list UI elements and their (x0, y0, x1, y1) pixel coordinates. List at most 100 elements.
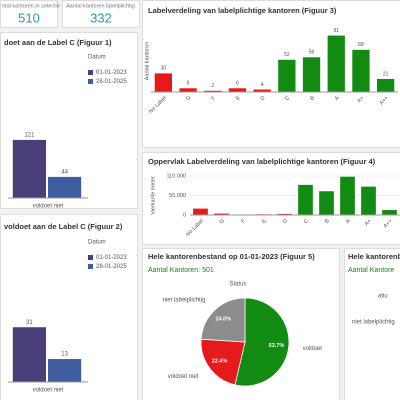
legend-title: Datum (88, 55, 106, 61)
bar (352, 49, 370, 92)
chart-title: Labelverdeling van labelplichtige kantor… (148, 6, 337, 15)
pie-slice (200, 297, 246, 343)
slice-label: voldoet niet (168, 374, 199, 380)
x-tick-label: C (284, 95, 291, 102)
subtitle: Aantal Kantoren: 501 (148, 267, 214, 274)
x-tick-label: F (211, 95, 218, 102)
x-tick-label: E (261, 218, 268, 225)
bar (214, 213, 229, 215)
bar (377, 78, 395, 92)
y-tick-label: 110.000 (167, 173, 186, 179)
y-tick-label: 0 (183, 212, 186, 218)
data-label: 68 (358, 42, 364, 48)
x-tick-label: G (219, 218, 226, 225)
x-tick-label: B (324, 218, 331, 225)
legend-swatch (88, 79, 93, 84)
x-tick-label: E (235, 95, 242, 102)
x-tick-label: G (185, 95, 192, 102)
x-tick-label: A+ (364, 218, 373, 227)
legend-swatch (88, 264, 93, 269)
bar (382, 210, 397, 215)
y-axis-label: Vierkante meter (150, 176, 156, 215)
chart-title: voldoet aan de Label C (Figuur 2) (4, 222, 123, 231)
kpi-label: ntal kantoren in selectie (2, 3, 60, 9)
data-label: 91 (333, 28, 339, 34)
legend-label: 01-01-2023 (96, 70, 127, 76)
bar (48, 359, 82, 382)
panel (344, 248, 400, 400)
bar (302, 57, 321, 92)
legend-label: 28-01-2025 (96, 264, 127, 270)
bar (278, 59, 296, 92)
kpi-card (0, 0, 58, 28)
bar (253, 89, 271, 92)
y-tick-label: 55.000 (169, 193, 186, 199)
data-label: 2 (211, 83, 214, 89)
x-tick-label: voldoet niet (33, 388, 64, 394)
data-label: 21 (383, 71, 389, 77)
x-tick-label: voldoet niet (33, 204, 64, 210)
slice-label: voldoet (303, 346, 323, 352)
x-tick-label: B (309, 95, 316, 102)
panel-title: Hele kantorenbes (348, 252, 400, 261)
pie-slice (234, 297, 290, 387)
bar (154, 73, 172, 92)
kpi-value: 332 (90, 10, 112, 25)
x-tick-label: C (303, 218, 310, 225)
x-tick-label: F (240, 218, 247, 225)
slice-value: 53.7% (269, 343, 285, 349)
bar (179, 88, 197, 92)
x-tick-label: A (334, 95, 341, 102)
bar (277, 213, 292, 215)
data-label: 6 (236, 81, 239, 87)
bar (12, 139, 47, 198)
y-axis-label: Aantal kantoren (144, 42, 150, 81)
x-tick-label: A+ (356, 95, 365, 104)
slice-value: 22.4% (212, 358, 228, 364)
x-tick-label: D (282, 218, 289, 225)
x-tick-label: A (345, 218, 352, 225)
bar (327, 35, 345, 92)
legend-title: altu (378, 294, 388, 300)
bar (12, 327, 47, 382)
chart-title: Oppervlak Labelverdeling van labelplicht… (148, 157, 376, 166)
slice-value: 24.0% (216, 316, 232, 322)
chart-title: doet aan de Label C (Figuur 1) (4, 38, 112, 47)
data-label: 4 (261, 82, 264, 88)
legend-swatch (88, 70, 93, 75)
legend-swatch (88, 255, 93, 260)
legend-label: 01-01-2023 (96, 255, 127, 261)
bar (298, 184, 313, 215)
data-label: 121 (24, 132, 35, 138)
chart-title: Hele kantorenbestand op 01-01-2023 (Figu… (148, 252, 315, 261)
panel (142, 152, 400, 245)
data-label: 52 (284, 52, 290, 58)
x-tick-label: A++ (383, 218, 394, 229)
panel-subtitle: Aantal Kantore (348, 267, 394, 274)
x-tick-label: D (260, 95, 267, 102)
pie-slice (200, 338, 246, 386)
kpi-label: Aantal kantoren labelplichtig (66, 3, 135, 9)
data-label: 30 (161, 66, 167, 72)
slice-label: niet labelplichtig (352, 320, 395, 326)
bar (48, 176, 82, 198)
bar (228, 88, 247, 92)
kpi-card (62, 0, 140, 28)
legend-label: 28-01-2025 (96, 79, 127, 85)
legend-title: Datum (88, 240, 106, 246)
bar (319, 191, 334, 215)
kpi-value: 510 (18, 10, 40, 25)
bar (193, 208, 208, 215)
x-tick-label: A++ (379, 95, 390, 106)
bar (340, 176, 355, 215)
legend-title: Status (229, 282, 246, 288)
data-label: 31 (26, 320, 33, 326)
slice-label: niet labelplichtig (163, 297, 206, 303)
data-label: 13 (61, 352, 68, 358)
data-label: 56 (309, 50, 315, 56)
bar (204, 90, 222, 92)
bar (361, 186, 376, 215)
data-label: 6 (187, 81, 190, 87)
